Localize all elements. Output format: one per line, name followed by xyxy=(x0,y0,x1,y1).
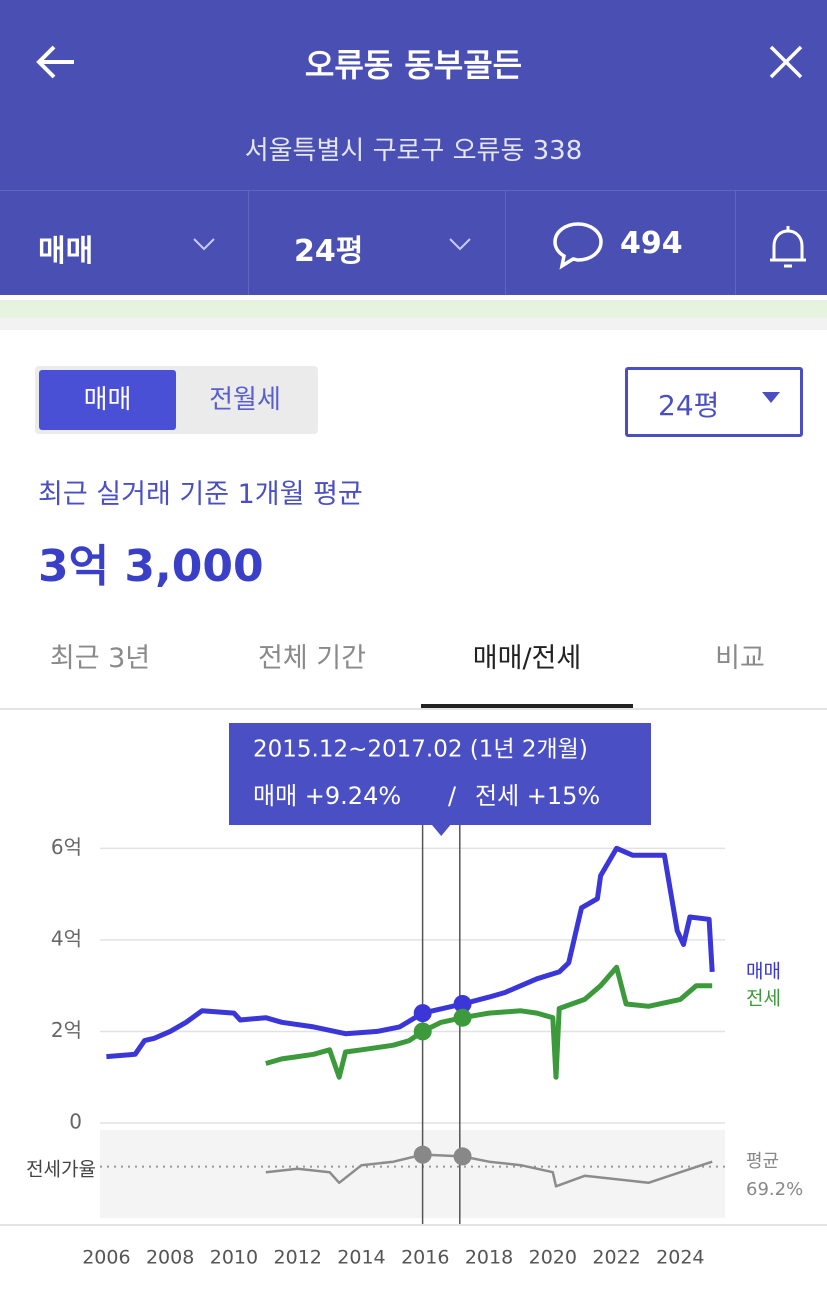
divider xyxy=(0,190,827,191)
comment-count: 494 xyxy=(620,226,683,261)
y-tick-label: 4억 xyxy=(51,926,82,950)
average-label: 평균 xyxy=(746,1151,779,1172)
tooltip-separator: / xyxy=(448,782,457,810)
size-select-label: 24평 xyxy=(658,389,720,422)
toggle-option[interactable]: 전월세 xyxy=(209,385,281,415)
tab[interactable]: 매매/전세 xyxy=(472,643,582,674)
x-tick-label: 2020 xyxy=(529,1247,577,1269)
tooltip-arrow xyxy=(431,824,452,836)
caret xyxy=(762,392,780,403)
deal-type[interactable]: 매매 xyxy=(38,234,94,269)
legend-label: 전세 xyxy=(746,988,781,1010)
header: 오류동 동부골든 서울특별시 구로구 오류동 338 매매 24평 494 xyxy=(0,0,827,295)
y-tick-label: 6억 xyxy=(51,835,82,859)
selection-point xyxy=(453,994,472,1013)
tab-border xyxy=(0,708,827,710)
toggle-option[interactable]: 매매 xyxy=(39,370,176,430)
selection-point xyxy=(413,1022,432,1041)
tooltip-period: 2015.12~2017.02 (1년 2개월) xyxy=(253,737,588,763)
tab[interactable]: 비교 xyxy=(715,643,765,674)
legend-label: 매매 xyxy=(746,961,781,983)
tab[interactable]: 전체 기간 xyxy=(258,643,366,674)
series-line xyxy=(265,964,713,1080)
chevron xyxy=(193,238,215,251)
tab-indicator xyxy=(421,704,633,708)
selection-point xyxy=(453,1008,472,1027)
selection-point xyxy=(413,1004,432,1023)
bell-icon[interactable] xyxy=(766,222,810,272)
address: 서울특별시 구로구 오류동 338 xyxy=(244,136,583,166)
x-tick-label: 2006 xyxy=(82,1247,130,1269)
tooltip xyxy=(229,723,651,825)
tooltip-sale: 매매 +9.24% xyxy=(253,782,401,810)
x-tick-label: 2008 xyxy=(146,1247,194,1269)
back-button[interactable] xyxy=(34,42,78,82)
x-tick-label: 2014 xyxy=(337,1247,385,1269)
y-tick-label: 2억 xyxy=(51,1018,82,1042)
selection-point xyxy=(453,1147,472,1166)
average-value: 69.2% xyxy=(746,1179,803,1200)
x-tick-label: 2018 xyxy=(465,1247,513,1269)
divider xyxy=(735,190,736,295)
series-line xyxy=(106,845,715,1060)
tooltip-jeonse: 전세 +15% xyxy=(475,782,600,810)
divider xyxy=(248,190,249,295)
toggle: 매매 전월세 xyxy=(35,366,318,434)
ratio-line xyxy=(265,1153,713,1188)
divider xyxy=(505,190,506,295)
ratio-band xyxy=(100,1130,725,1218)
chevron xyxy=(449,238,471,251)
close-button[interactable] xyxy=(768,44,804,80)
separator xyxy=(0,318,827,330)
x-tick-label: 2016 xyxy=(401,1247,449,1269)
tab[interactable]: 최근 3년 xyxy=(49,643,151,674)
title: 오류동 동부골든 xyxy=(304,46,523,84)
ratio-label: 전세가율 xyxy=(26,1159,96,1181)
size[interactable]: 24평 xyxy=(294,234,364,269)
x-tick-label: 2022 xyxy=(592,1247,640,1269)
y-tick-label: 0 xyxy=(69,1110,82,1134)
x-tick-label: 2010 xyxy=(210,1247,258,1269)
x-tick-label: 2024 xyxy=(656,1247,704,1269)
x-tick-label: 2012 xyxy=(274,1247,322,1269)
comment-icon[interactable] xyxy=(552,220,604,270)
selection-point xyxy=(413,1145,432,1164)
price: 3억 3,000 xyxy=(38,541,264,592)
caption: 최근 실거래 기준 1개월 평균 xyxy=(38,479,363,510)
progress-strip xyxy=(0,300,827,318)
size-select[interactable]: 24평 xyxy=(625,367,803,437)
